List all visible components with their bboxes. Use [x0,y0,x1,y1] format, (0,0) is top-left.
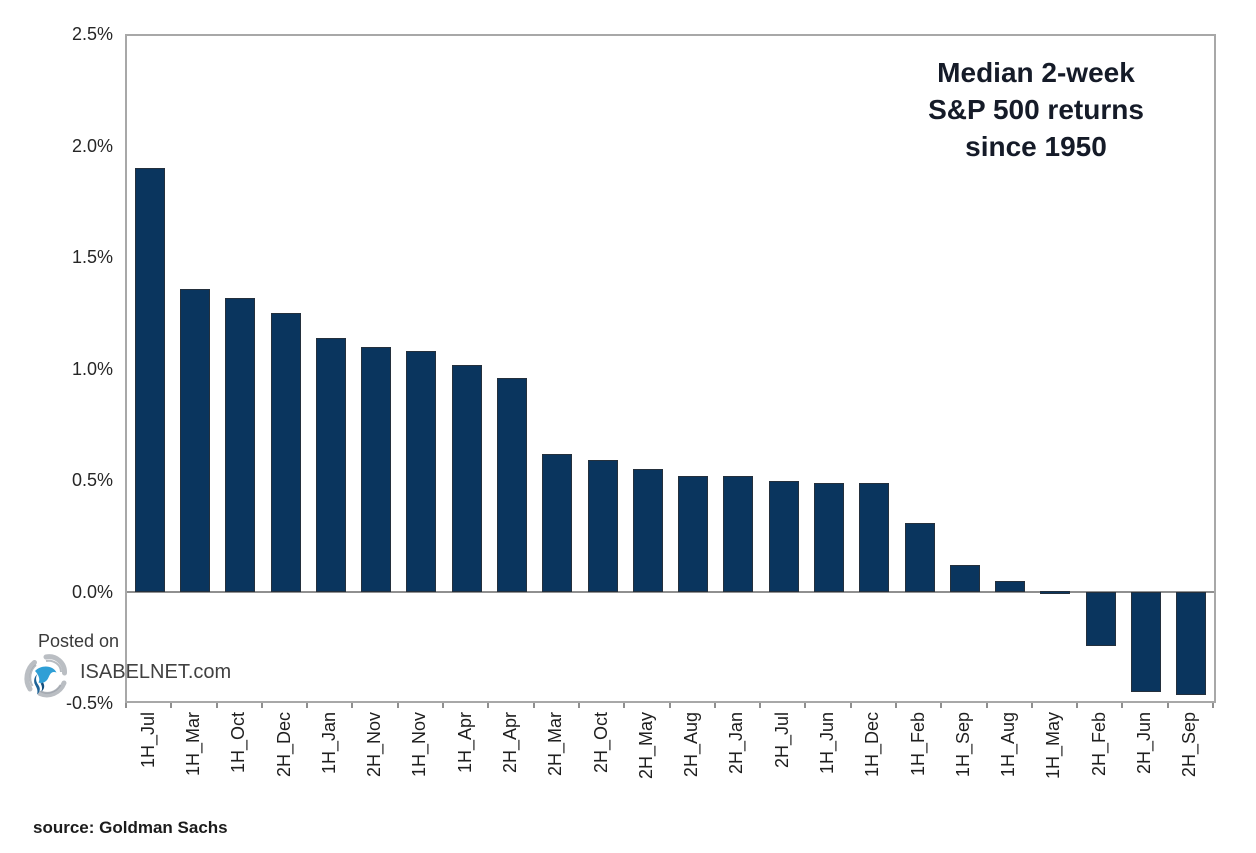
x-axis-label-text: 2H_Jan [726,712,747,775]
x-axis-tick [487,703,490,708]
x-axis-label-text: 1H_Mar [182,712,203,777]
bar-1H_Apr [451,364,482,592]
x-axis-tick [1076,703,1079,708]
bar-1H_Feb [904,522,935,592]
zero-axis-line [127,591,1214,593]
x-axis-tick [1121,703,1124,708]
source-credit: source: Goldman Sachs [33,818,228,837]
x-axis-label-text: 1H_Jan [318,712,339,775]
x-axis-label-text: 1H_May [1043,712,1064,780]
x-axis-tick [668,703,671,708]
x-axis-tick [442,703,445,708]
x-axis-label-text: 1H_Apr [454,712,475,774]
bar-2H_Aug [678,476,709,592]
x-axis-tick [396,703,399,708]
bar-1H_May [1040,591,1071,594]
x-axis-tick [215,703,218,708]
x-axis-label-text: 1H_Aug [998,712,1019,778]
x-axis-tick [351,703,354,708]
x-axis-label-text: 2H_May [635,712,656,780]
bar-2H_Jul [768,480,799,592]
x-axis-tick [1030,703,1033,708]
bar-1H_Nov [406,351,437,592]
x-axis-tick [985,703,988,708]
x-axis-label-text: 2H_Sep [1179,712,1200,778]
x-axis-tick [306,703,309,708]
x-axis-label-text: 1H_Jul [137,712,158,769]
x-axis-tick [713,703,716,708]
x-axis-tick [804,703,807,708]
bar-1H_Dec [859,482,890,592]
isabelnet-swirl-logo-icon [24,654,67,698]
x-axis-label-text: 2H_Nov [364,712,385,778]
chart-title: Median 2-week S&P 500 returns since 1950 [886,54,1186,165]
x-axis-label-text: 1H_Feb [907,712,928,777]
bar-2H_May [632,469,663,592]
bar-2H_Nov [361,346,392,592]
x-axis-label-text: 2H_Oct [590,712,611,774]
x-axis-tick [260,703,263,708]
bar-2H_Jan [723,476,754,592]
bar-2H_Apr [496,377,527,592]
x-axis-label-text: 1H_Jun [817,712,838,775]
x-axis-tick [894,703,897,708]
x-axis-label-text: 2H_Jul [771,712,792,769]
watermark: Posted on ISABELNET.com [0,625,280,710]
x-axis-tick [125,703,127,708]
x-axis-tick [623,703,626,708]
x-axis-tick [532,703,535,708]
x-axis-label-text: 1H_Oct [228,712,249,774]
y-axis-label-1.5pct: 1.5% [71,247,113,267]
bar-1H_Jun [814,482,845,592]
bar-1H_Jul [134,168,165,592]
x-axis-tick [849,703,852,708]
bar-2H_Feb [1085,592,1116,646]
x-axis-label-2H_Sep: 2H_Sep [1179,712,1244,777]
chart-title-line1: Median 2-week [937,57,1135,88]
x-axis-label-text: 1H_Dec [862,712,883,778]
x-axis-tick [1166,703,1169,708]
bar-2H_Mar [542,453,573,592]
x-axis-label-text: 2H_Feb [1088,712,1109,777]
y-axis-label-0.0pct: 0.0% [71,581,113,602]
x-axis-tick [1212,703,1214,708]
y-axis-label-0.5pct: 0.5% [71,470,113,490]
bar-2H_Dec [270,313,301,592]
plot-area: Median 2-week S&P 500 returns since 1950 [125,34,1216,703]
bar-2H_Oct [587,460,618,592]
x-axis-label-text: 2H_Jun [1134,712,1155,775]
bar-1H_Jan [315,337,346,592]
watermark-site-name: ISABELNET.com [80,661,232,683]
y-axis-label-1.0pct: 1.0% [71,358,113,379]
y-axis-label-2.0pct: 2.0% [71,135,113,156]
bar-1H_Oct [225,297,256,592]
bar-1H_Sep [949,565,980,592]
watermark-posted-on: Posted on [38,631,120,651]
y-axis-label-2.5pct: 2.5% [71,24,113,44]
bar-1H_Aug [995,580,1026,592]
bar-1H_Mar [179,288,210,592]
x-axis-label-text: 2H_Aug [681,712,702,778]
x-axis-tick [170,703,173,708]
y-axis-label--0.5pct: -0.5% [65,693,113,713]
x-axis-tick [940,703,943,708]
chart-title-line2: S&P 500 returns [928,94,1144,125]
x-axis-label-text: 1H_Nov [409,712,430,778]
chart-title-line3: since 1950 [965,131,1107,162]
x-axis-label-text: 2H_Apr [499,712,520,774]
x-axis-tick [759,703,762,708]
x-axis-label-text: 2H_Mar [545,712,566,777]
bar-2H_Sep [1176,592,1207,695]
x-axis-label-text: 1H_Sep [952,712,973,778]
x-axis-tick [577,703,580,708]
x-axis-label-text: 2H_Dec [273,712,294,778]
bar-2H_Jun [1131,592,1162,693]
